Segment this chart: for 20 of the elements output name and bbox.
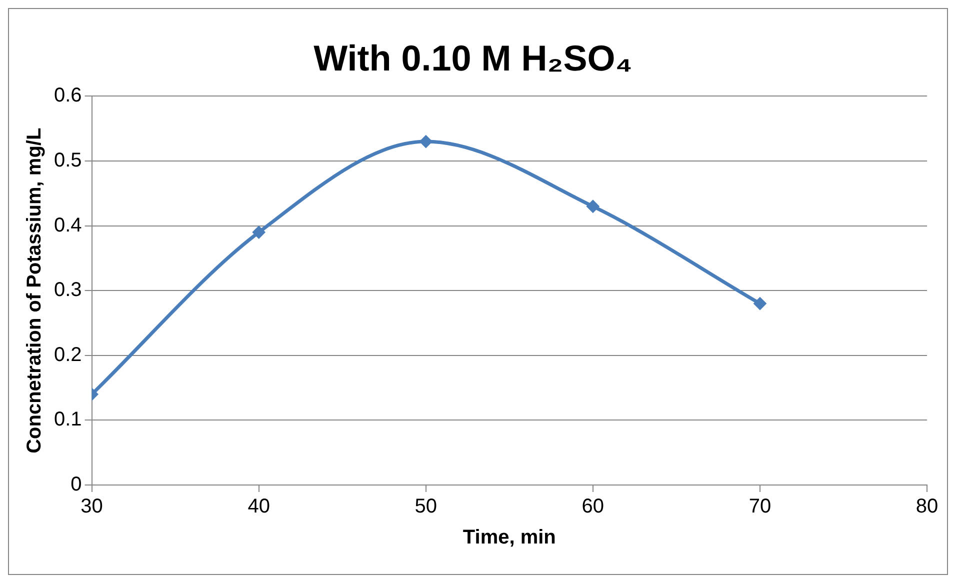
y-tick-label: 0.2	[54, 344, 82, 366]
y-tick-label: 0.5	[54, 150, 82, 172]
y-tick-label: 0.4	[54, 214, 82, 236]
x-tick-label: 30	[80, 496, 103, 518]
x-tick-label: 40	[248, 496, 270, 518]
x-axis-title: Time, min	[462, 526, 556, 549]
y-tick-label: 0.1	[54, 408, 82, 431]
x-tick-label: 80	[916, 496, 938, 518]
y-axis-title: Concnetration of Potassium, mg/L	[24, 128, 46, 454]
point	[419, 135, 432, 148]
point	[586, 200, 600, 213]
x-tick-label: 70	[748, 496, 772, 518]
point	[252, 226, 266, 239]
x-tick-label: 50	[414, 496, 438, 518]
y-tick-label: 0.3	[54, 279, 82, 302]
x-tick-label: 60	[582, 496, 604, 518]
point	[753, 297, 766, 310]
y-tick-label: 0.6	[54, 84, 82, 107]
chart-title: With 0.10 M H₂SO₄	[314, 38, 632, 79]
y-tick-label: 0	[70, 474, 82, 496]
